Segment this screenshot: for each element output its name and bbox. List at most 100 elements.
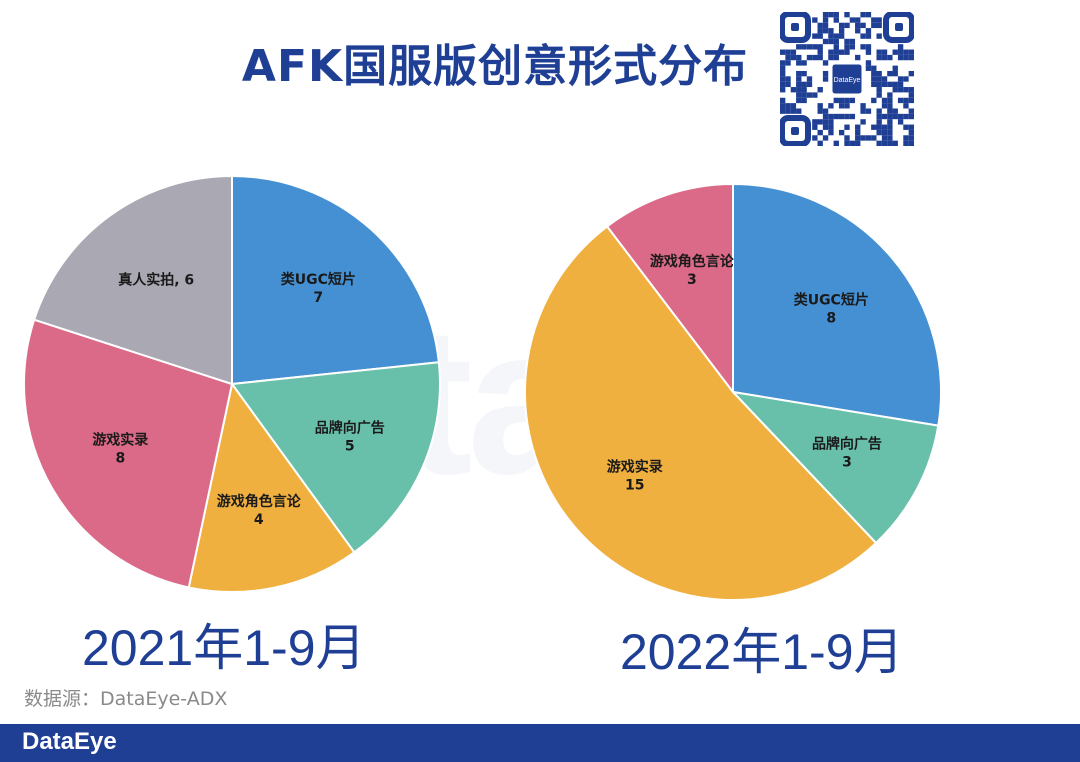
qr-module	[790, 54, 797, 61]
qr-module	[828, 113, 834, 120]
qr-module	[812, 119, 818, 125]
qr-module	[881, 97, 888, 104]
qr-module	[812, 17, 818, 23]
qr-module	[876, 22, 882, 29]
pie-slice	[231, 174, 440, 386]
qr-module	[855, 124, 861, 130]
qr-module	[822, 38, 829, 45]
qr-module	[865, 12, 872, 18]
qr-module	[855, 129, 861, 136]
qr-module	[860, 22, 866, 29]
slice-label: 品牌向广告	[812, 435, 882, 452]
qr-module	[817, 129, 823, 136]
qr-module	[865, 33, 872, 39]
pie-chart-2022: 类UGC短片 8 品牌向广告 3 游戏实录 15 游戏角色言论 3	[524, 182, 942, 601]
qr-module	[844, 124, 850, 130]
qr-module	[796, 60, 802, 66]
qr-module	[806, 76, 813, 82]
qr-module	[871, 97, 877, 104]
qr-module	[801, 60, 807, 66]
qr-module	[806, 92, 813, 98]
qr-module	[849, 38, 856, 45]
footer-bar: DataEye	[0, 724, 1080, 762]
qr-module	[892, 113, 898, 120]
qr-module	[887, 135, 893, 141]
qr-module	[812, 54, 818, 61]
qr-module	[844, 97, 850, 104]
qr-module	[838, 97, 845, 104]
qr-module	[855, 54, 861, 61]
qr-module	[865, 44, 872, 50]
qr-module	[828, 103, 834, 109]
page-title: AFK国服版创意形式分布	[241, 41, 749, 92]
qr-module	[881, 129, 888, 136]
qr-module	[796, 70, 802, 77]
qr-module	[855, 135, 861, 141]
qr-module	[828, 49, 834, 55]
qr-module	[838, 22, 845, 29]
qr-module	[897, 119, 904, 125]
qr-module	[822, 17, 829, 23]
qr-module	[822, 135, 829, 141]
slice-label: 游戏实录	[607, 458, 663, 475]
slice-label: 游戏实录	[92, 431, 148, 448]
qr-module	[871, 17, 877, 23]
qr-module	[828, 119, 834, 125]
qr-module	[903, 140, 909, 146]
qr-module	[881, 140, 888, 146]
qr-module	[812, 124, 818, 130]
qr-module	[849, 17, 856, 23]
pie-slice	[230, 361, 441, 554]
qr-module	[790, 49, 797, 55]
qr-module	[801, 81, 807, 88]
slice-value: 5	[345, 438, 355, 454]
qr-module	[881, 76, 888, 82]
qr-module	[812, 44, 818, 50]
qr-module	[887, 113, 893, 120]
qr-module	[903, 49, 909, 55]
qr-module	[892, 70, 898, 77]
qr-module	[871, 81, 877, 88]
qr-module	[887, 108, 893, 114]
qr-module	[897, 76, 904, 82]
qr-module	[833, 113, 839, 120]
qr-module	[887, 140, 893, 146]
qr-module	[855, 140, 861, 146]
qr-module	[871, 65, 877, 71]
qr-module	[833, 38, 839, 45]
pie-slice	[23, 318, 234, 589]
qr-center-text: DataEye	[834, 77, 861, 84]
qr-module	[881, 113, 888, 120]
qr-module	[897, 54, 904, 61]
qr-module	[780, 108, 786, 114]
qr-module	[892, 81, 898, 88]
qr-module	[903, 97, 909, 104]
qr-module	[796, 76, 802, 82]
qr-module	[844, 44, 850, 50]
qr-module	[860, 108, 866, 114]
qr-module	[908, 113, 914, 120]
qr-module	[801, 87, 807, 93]
qr-module	[908, 87, 914, 93]
qr-module	[844, 135, 850, 141]
pie-slice	[730, 390, 940, 545]
qr-module	[822, 108, 829, 114]
qr-module	[833, 44, 839, 50]
qr-module	[876, 76, 882, 82]
qr-module	[876, 124, 882, 130]
qr-module	[844, 22, 850, 29]
qr-module	[828, 129, 834, 136]
qr-module	[833, 17, 839, 23]
qr-module	[876, 33, 882, 39]
qr-module	[860, 103, 866, 109]
qr-module	[908, 108, 914, 114]
qr-module	[903, 54, 909, 61]
qr-module	[871, 124, 877, 130]
qr-module	[817, 87, 823, 93]
qr-module	[887, 124, 893, 130]
qr-module	[860, 135, 866, 141]
period-label-2022: 2022年1-9月	[620, 624, 904, 680]
qr-module	[844, 113, 850, 120]
qr-module	[849, 140, 856, 146]
qr-module	[785, 103, 791, 109]
